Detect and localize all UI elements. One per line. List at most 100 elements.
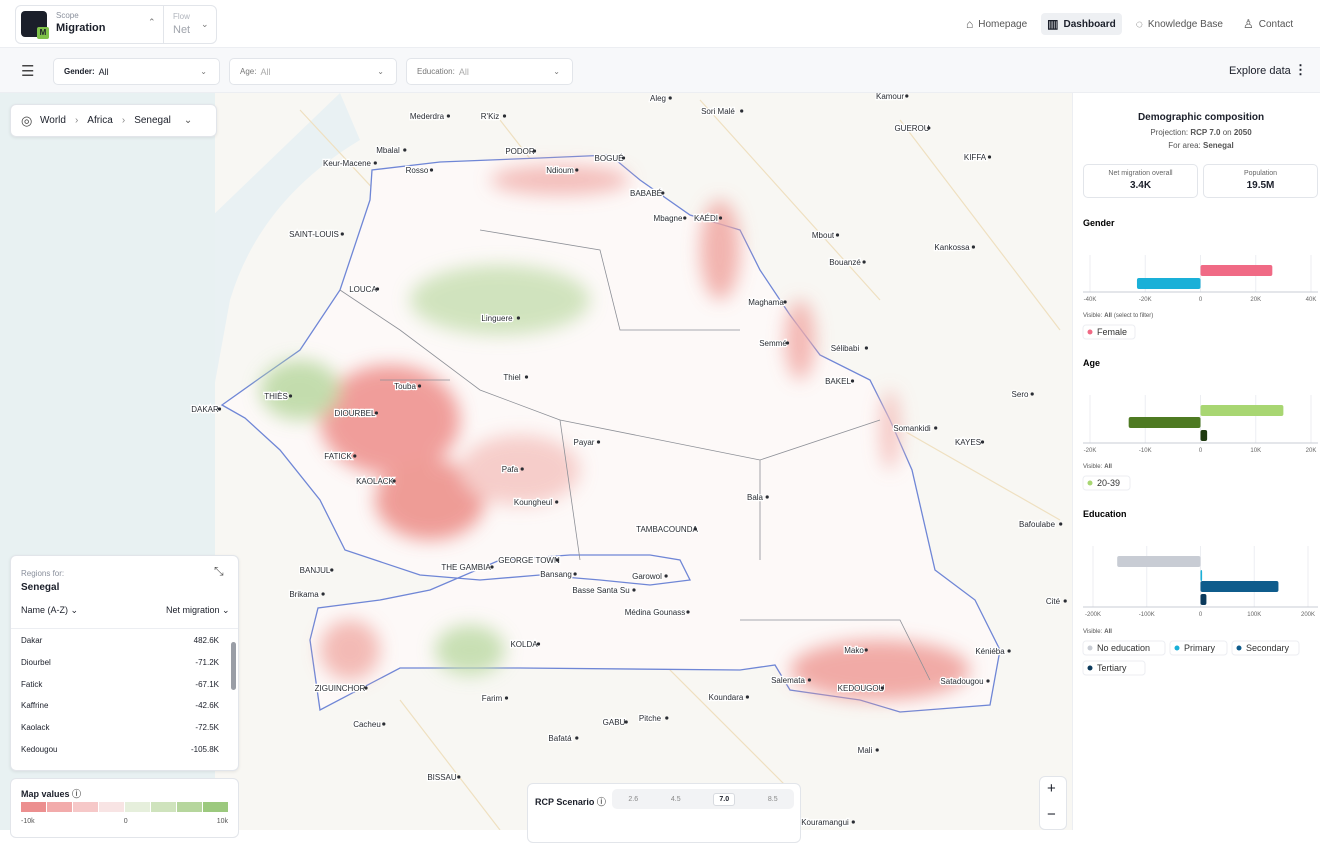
filter-value: All <box>458 66 469 77</box>
place-dot <box>740 109 744 113</box>
filter-icon[interactable]: ☰ <box>21 63 35 80</box>
nav-item[interactable]: ⌂ Homepage <box>960 13 1033 35</box>
region-row[interactable]: Kedougou -105.8K <box>21 745 219 767</box>
bar[interactable] <box>1200 594 1207 605</box>
nav-item[interactable]: ♙ Contact <box>1237 13 1299 35</box>
filter[interactable]: Gender: All ⌄ <box>53 58 220 85</box>
place-label: Thiel <box>503 373 521 382</box>
scope-label: Scope <box>56 11 79 20</box>
region-value: -105.8K <box>190 744 219 754</box>
swatch <box>99 802 124 812</box>
bar[interactable] <box>1117 556 1201 567</box>
nav-item[interactable]: ◌ Knowledge Base <box>1130 13 1229 35</box>
legend-tick: 10k <box>216 818 228 825</box>
x-tick-label: -10K <box>1139 448 1152 454</box>
crumb[interactable]: World <box>40 115 66 126</box>
legend-chip[interactable] <box>1082 640 1166 656</box>
filter[interactable]: Age: All ⌄ <box>229 58 397 85</box>
place-label: Cité <box>1046 597 1061 606</box>
zoom-in[interactable]: + <box>1047 780 1056 797</box>
logo-badge: M <box>37 27 49 39</box>
legend-chip[interactable] <box>1082 475 1131 491</box>
stat-label: Population <box>1243 170 1278 177</box>
collapse-icon[interactable]: ⤡ <box>214 564 224 578</box>
swatch <box>73 802 98 812</box>
place-dot <box>375 287 380 291</box>
swatch <box>151 802 176 812</box>
rcp-option[interactable]: 7.0 <box>713 792 736 806</box>
explore-data[interactable]: Explore data <box>1229 65 1291 77</box>
place-label: KAYES <box>955 438 981 447</box>
chevron: ⌃ <box>148 17 156 27</box>
nav-icon: ◌ <box>1135 17 1143 31</box>
nav-icon: ⌂ <box>966 17 974 31</box>
region-row[interactable]: Dakar 482.6K <box>21 636 219 658</box>
place-label: THIÈS <box>264 392 288 401</box>
place-dot <box>516 316 521 320</box>
bar[interactable] <box>1200 570 1203 581</box>
chevron: ⌄ <box>183 115 193 126</box>
place-label: Pafa <box>502 465 519 474</box>
legend-dot <box>1087 645 1093 651</box>
crumb[interactable]: Africa <box>87 115 113 126</box>
legend-chip[interactable] <box>1169 640 1228 656</box>
region-name: Kaolack <box>21 723 50 733</box>
bar[interactable] <box>1200 405 1284 416</box>
rcp-options: 2.6 4.5 7.0 8.5 <box>612 789 794 809</box>
place-label: GABU <box>603 718 626 727</box>
place-dot <box>217 407 222 411</box>
place-dot <box>575 736 579 740</box>
place-label: Bafatá <box>548 734 572 743</box>
filter-value: All <box>260 66 271 77</box>
zoom-out[interactable]: − <box>1047 806 1056 823</box>
region-row[interactable]: Kaolack -72.5K <box>21 723 219 745</box>
bar[interactable] <box>1136 278 1201 289</box>
rcp-option[interactable]: 8.5 <box>767 795 778 803</box>
metric-select[interactable]: Net migration ⌄ <box>166 605 230 615</box>
scrollbar[interactable] <box>231 642 236 690</box>
region-row[interactable]: Diourbel -71.2K <box>21 658 219 680</box>
regions-label: Regions for: <box>21 569 65 578</box>
place-dot <box>745 695 750 699</box>
sort-select[interactable]: Name (A-Z) ⌄ <box>21 605 79 615</box>
place-dot <box>986 679 990 683</box>
rcp-option[interactable]: 2.6 <box>628 795 639 803</box>
regions-panel <box>10 555 239 771</box>
chevron: ⌄ <box>201 19 209 29</box>
legend-chip[interactable] <box>1082 324 1136 340</box>
place-label: PODOR <box>505 147 535 156</box>
place-label: Bansang <box>540 570 572 579</box>
place-label: Mbout <box>812 231 835 240</box>
x-tick-label: 20K <box>1250 297 1261 303</box>
rcp-option[interactable]: 4.5 <box>670 795 681 803</box>
legend-chip[interactable] <box>1082 660 1146 676</box>
place-dot <box>457 775 461 779</box>
legend-chip[interactable] <box>1231 640 1300 656</box>
place-dot <box>665 716 669 720</box>
filter-bar <box>0 48 1320 93</box>
bar[interactable] <box>1128 417 1201 428</box>
place-dot <box>875 748 879 752</box>
place-dot <box>980 440 985 444</box>
place-label: Mali <box>858 746 873 755</box>
legend-dot <box>1174 645 1180 651</box>
place-label: THE GAMBIA <box>441 563 491 572</box>
region-row[interactable]: Kaffrine -42.6K <box>21 701 219 723</box>
place-label: Salemata <box>771 676 805 685</box>
place-dot <box>392 479 396 483</box>
place-dot <box>330 568 334 572</box>
place-dot <box>683 216 687 220</box>
nav-item[interactable]: ▥ Dashboard <box>1041 13 1122 35</box>
filter[interactable]: Education: All ⌄ <box>406 58 573 85</box>
bar[interactable] <box>1200 581 1279 592</box>
crumb[interactable]: Senegal <box>134 115 171 126</box>
rcp-title-row: RCP Scenario ⓘ <box>535 797 606 807</box>
place-label: FATICK <box>324 452 352 461</box>
stat-value: 3.4K <box>1129 180 1152 191</box>
breadcrumb[interactable] <box>10 104 217 137</box>
heatmap <box>260 165 970 700</box>
bar[interactable] <box>1200 265 1273 276</box>
bar[interactable] <box>1200 430 1208 441</box>
more-icon[interactable]: ⋮ <box>1294 62 1307 77</box>
region-row[interactable]: Fatick -67.1K <box>21 680 219 702</box>
